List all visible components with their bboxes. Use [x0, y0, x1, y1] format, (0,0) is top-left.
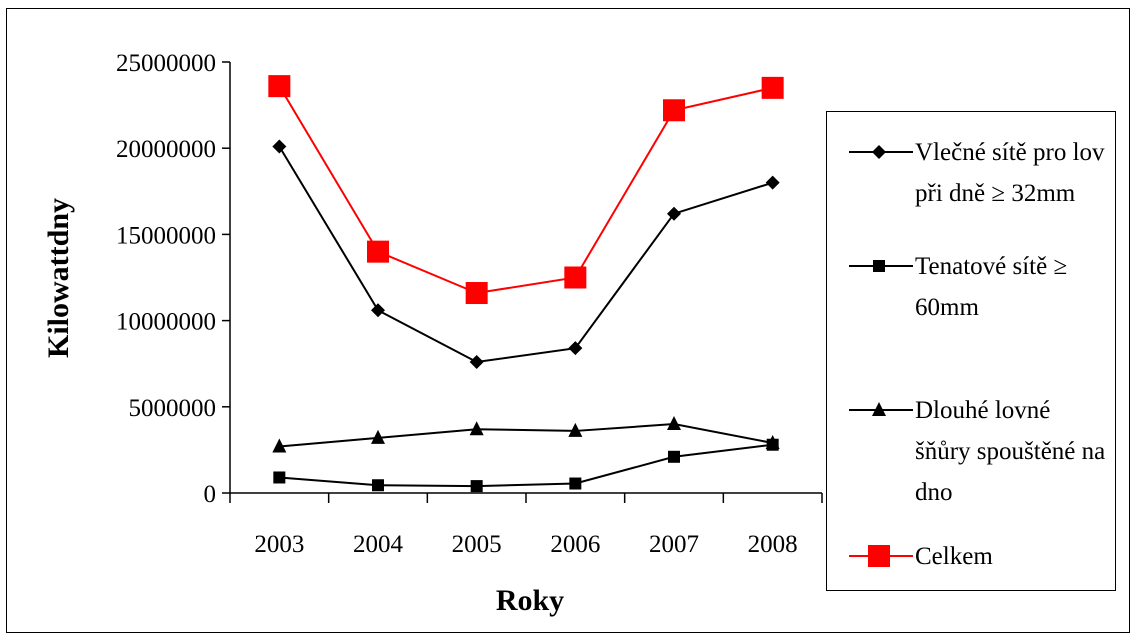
legend-label: Dlouhé lovné šňůry spouštěné na dno	[915, 397, 1106, 506]
data-point-diamond	[568, 341, 583, 356]
y-tick-label: 20000000	[116, 136, 216, 163]
data-point-diamond	[371, 303, 385, 318]
data-point-square	[273, 471, 286, 484]
data-point-triangle	[568, 422, 583, 437]
data-point-square-large	[367, 240, 389, 263]
data-point-triangle	[667, 416, 681, 431]
data-point-diamond	[272, 139, 287, 154]
y-tick-label: 5000000	[129, 395, 217, 422]
data-point-triangle	[469, 421, 484, 436]
chart-frame	[6, 8, 1130, 633]
data-point-diamond	[469, 354, 484, 369]
data-point-square-large	[663, 99, 685, 122]
data-point-square-large	[761, 76, 784, 99]
series-line	[279, 443, 773, 488]
x-tick-label: 2008	[748, 531, 798, 558]
legend-label: Vlečné sítě pro lov při dně ≥ 32mm	[915, 139, 1105, 207]
data-point-square-large	[564, 266, 587, 289]
data-point-square	[668, 450, 680, 463]
data-point-triangle	[765, 435, 780, 450]
y-tick-label: 10000000	[116, 309, 216, 336]
data-point-diamond	[765, 175, 780, 190]
data-point-square	[470, 480, 483, 493]
y-axis-title: Kilowattdny	[42, 198, 75, 358]
x-axis-title: Roky	[496, 584, 564, 617]
series-line	[279, 423, 773, 448]
data-point-square	[372, 479, 384, 492]
legend-line-square-icon	[849, 260, 913, 272]
data-point-square	[569, 477, 582, 490]
x-tick-label: 2004	[353, 531, 404, 558]
series-line	[278, 145, 773, 364]
data-point-triangle	[371, 429, 385, 444]
series-line	[278, 85, 773, 295]
legend-label: Celkem	[915, 543, 993, 570]
x-tick-label: 2007	[649, 531, 699, 558]
y-tick-label: 15000000	[116, 222, 216, 249]
data-point-square-large	[268, 75, 291, 98]
data-point-triangle	[272, 438, 287, 453]
data-point-square-large	[465, 282, 488, 305]
legend-line-red-square-icon	[849, 545, 913, 567]
data-point-diamond	[667, 206, 681, 221]
legend-line-triangle-icon	[849, 402, 913, 416]
legend-label: Tenatové sítě ≥ 60mm	[915, 253, 1068, 321]
legend: Vlečné sítě pro lov při dně ≥ 32mm Tenat…	[826, 111, 1116, 591]
y-tick-label: 25000000	[116, 50, 216, 77]
x-tick-label: 2003	[254, 531, 304, 558]
legend-line-diamond-icon	[849, 145, 913, 159]
x-tick-label: 2006	[550, 531, 600, 558]
x-tick-label: 2005	[452, 531, 502, 558]
y-tick-label: 0	[204, 481, 217, 508]
